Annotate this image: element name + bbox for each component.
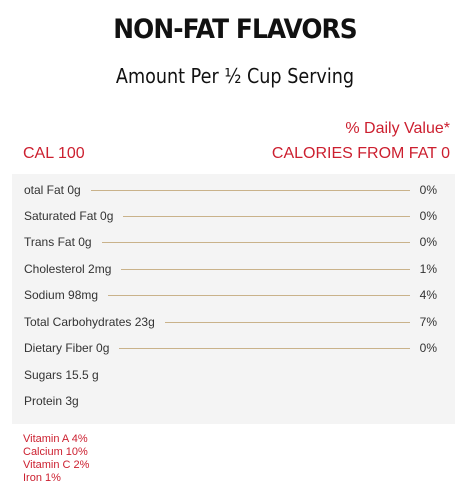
leader-line (101, 241, 410, 243)
nutrient-label: Protein 3g (24, 394, 79, 408)
nutrient-row-total-carbohydrates: Total Carbohydrates 23g 7% (24, 314, 437, 330)
daily-value-header: % Daily Value* (345, 120, 450, 137)
nutrient-label: Dietary Fiber 0g (24, 341, 110, 355)
nutrient-label: Saturated Fat 0g (24, 209, 114, 223)
calories: CAL 100 (23, 145, 85, 162)
nutrient-row-saturated-fat: Saturated Fat 0g 0% (24, 208, 437, 224)
nutrient-daily-value: 0% (419, 209, 437, 223)
leader-line (108, 294, 410, 296)
serving-size: Amount Per ½ Cup Serving (115, 64, 355, 88)
leader-line (121, 268, 410, 270)
nutrient-label: Sugars 15.5 g (24, 368, 99, 382)
calories-from-fat: CALORIES FROM FAT 0 (271, 145, 450, 162)
nutrient-row-cholesterol: Cholesterol 2mg 1% (24, 261, 437, 277)
page-title: NON-FAT FLAVORS (113, 14, 357, 45)
nutrient-row-trans-fat: Trans Fat 0g 0% (24, 234, 437, 250)
leader-line (119, 347, 410, 349)
nutrient-label: Cholesterol 2mg (24, 262, 112, 276)
nutrient-label: Sodium 98mg (24, 288, 99, 302)
nutrient-daily-value: 1% (419, 262, 437, 276)
leader-line (123, 215, 410, 217)
nutrient-row-protein: Protein 3g (24, 393, 437, 409)
vitamin-item: Vitamin A 4% (23, 433, 88, 445)
leader-line (164, 321, 410, 323)
nutrient-row-total-fat: otal Fat 0g 0% (24, 182, 437, 198)
leader-line (90, 189, 410, 191)
nutrient-daily-value: 0% (419, 341, 437, 355)
nutrient-daily-value: 0% (419, 235, 437, 249)
nutrient-label: Total Carbohydrates 23g (24, 315, 155, 329)
nutrient-row-dietary-fiber: Dietary Fiber 0g 0% (24, 340, 437, 356)
nutrient-panel: otal Fat 0g 0% Saturated Fat 0g 0% Trans… (12, 174, 455, 424)
vitamin-item: Calcium 10% (23, 446, 88, 458)
nutrient-daily-value: 4% (419, 288, 437, 302)
nutrient-row-sugars: Sugars 15.5 g (24, 367, 437, 383)
vitamin-item: Iron 1% (23, 472, 61, 484)
vitamin-item: Vitamin C 2% (23, 459, 90, 471)
nutrient-label: otal Fat 0g (24, 183, 81, 197)
nutrient-label: Trans Fat 0g (24, 235, 92, 249)
nutrient-daily-value: 7% (419, 315, 437, 329)
nutrient-daily-value: 0% (419, 183, 437, 197)
nutrient-row-sodium: Sodium 98mg 4% (24, 287, 437, 303)
vitamin-list: Vitamin A 4% Calcium 10% Vitamin C 2% Ir… (23, 433, 89, 485)
